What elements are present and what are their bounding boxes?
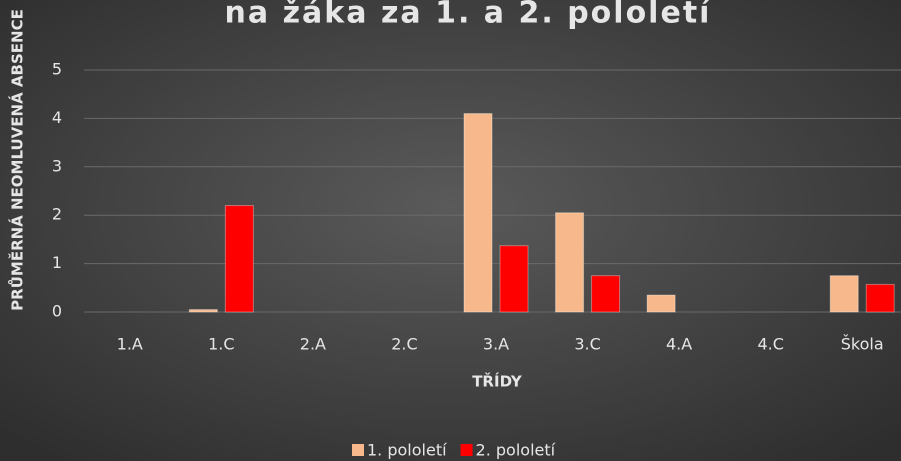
y-axis-label: PRŮMĚRNÁ NEOMLUVENÁ ABSENCE bbox=[7, 9, 27, 311]
bar bbox=[463, 113, 493, 313]
x-tick-label: 2.C bbox=[391, 335, 417, 354]
bar bbox=[224, 205, 254, 313]
x-tick-label: 1.A bbox=[117, 335, 143, 354]
y-tick-label: 0 bbox=[52, 302, 62, 321]
y-tick-label: 5 bbox=[52, 60, 62, 79]
y-tick-label: 4 bbox=[52, 108, 62, 127]
bar bbox=[865, 283, 895, 313]
bar bbox=[188, 309, 218, 313]
bar bbox=[646, 294, 676, 313]
chart-title: na žáka za 1. a 2. pololetí bbox=[225, 0, 712, 31]
x-tick-label: 1.C bbox=[208, 335, 234, 354]
bar bbox=[829, 275, 859, 313]
x-tick-label: 4.C bbox=[757, 335, 783, 354]
x-tick-label: Škola bbox=[841, 335, 884, 354]
x-tick-label: 3.C bbox=[574, 335, 600, 354]
legend-label: 2. pololetí bbox=[476, 441, 556, 460]
y-tick-label: 3 bbox=[52, 156, 62, 175]
x-tick-label: 3.A bbox=[483, 335, 509, 354]
y-tick-label: 2 bbox=[52, 205, 62, 224]
legend-label: 1. pololetí bbox=[367, 441, 447, 460]
bar bbox=[555, 212, 585, 313]
legend-swatch bbox=[352, 444, 364, 456]
y-tick-label: 1 bbox=[52, 253, 62, 272]
bar bbox=[499, 245, 529, 313]
legend-swatch bbox=[460, 444, 473, 456]
x-axis-label: TŘÍDY bbox=[472, 372, 523, 391]
bar bbox=[591, 275, 621, 313]
x-tick-label: 4.A bbox=[666, 335, 692, 354]
x-tick-label: 2.A bbox=[300, 335, 326, 354]
